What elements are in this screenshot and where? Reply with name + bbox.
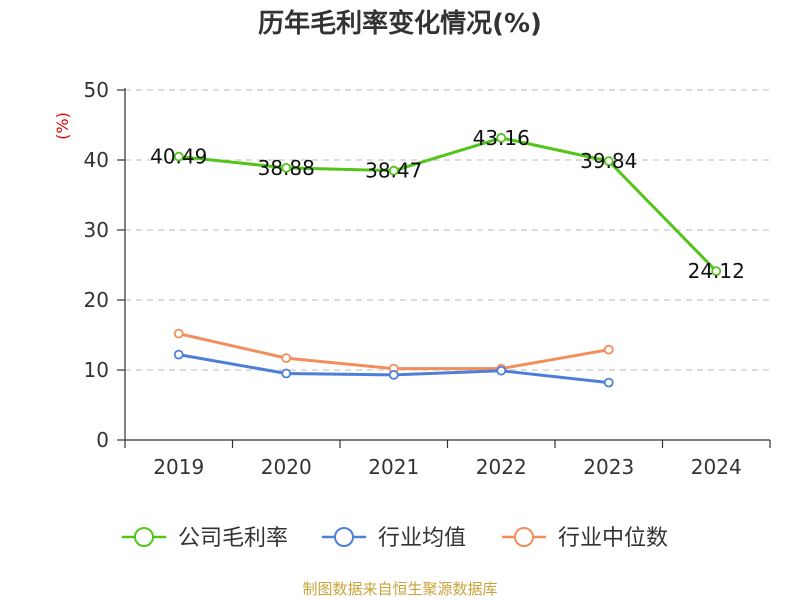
y-axis-unit: (%) <box>53 112 72 140</box>
axes: 0 10 20 30 40 50 2019 2020 2021 2022 2023 2024 <box>84 78 771 479</box>
legend-label-2: 行业中位数 <box>558 526 668 551</box>
chart-title: 历年毛利率变化情况(%) <box>258 8 542 39</box>
series-1 <box>173 349 614 388</box>
series-1-point-2020 <box>281 368 292 379</box>
legend-item-1: 行业均值 <box>322 526 466 551</box>
data-label-2021: 38.47 <box>365 159 422 183</box>
x-tick-label-2023: 2023 <box>583 455 634 479</box>
y-tick-label-50: 50 <box>84 78 109 102</box>
source-note: 制图数据来自恒生聚源数据库 <box>302 580 497 598</box>
legend-marker-1 <box>334 527 354 547</box>
series-1-point-2022 <box>496 365 507 376</box>
series-2-point-2023 <box>603 344 614 355</box>
legend-label-1: 行业均值 <box>378 526 466 551</box>
series-lines <box>173 132 722 388</box>
series-0-point-2023 <box>603 156 614 167</box>
series-0 <box>173 132 722 277</box>
legend-label-0: 公司毛利率 <box>178 526 288 551</box>
data-label-2023: 39.84 <box>580 149 637 173</box>
series-0-point-2022 <box>496 132 507 143</box>
series-0-point-2019 <box>173 151 184 162</box>
y-tick-label-10: 10 <box>84 358 109 382</box>
data-label-2024: 24.12 <box>688 259 745 283</box>
series-1-point-2023 <box>603 377 614 388</box>
legend-marker-2 <box>514 527 534 547</box>
data-label-2019: 40.49 <box>150 145 207 169</box>
data-labels: 40.49 38.88 38.47 43.16 39.84 24.12 <box>150 126 745 283</box>
legend-item-0: 公司毛利率 <box>122 526 288 551</box>
y-tick-label-30: 30 <box>84 218 109 242</box>
y-tick-label-40: 40 <box>84 148 109 172</box>
series-0-line <box>178 136 718 273</box>
x-tick-label-2020: 2020 <box>261 455 312 479</box>
series-0-point-2024 <box>711 266 722 277</box>
data-label-2022: 43.16 <box>473 126 530 150</box>
y-tick-label-0: 0 <box>96 428 109 452</box>
gridlines <box>125 89 770 371</box>
x-tick-label-2024: 2024 <box>691 455 742 479</box>
series-2-point-2019 <box>173 328 184 339</box>
series-1-point-2021 <box>388 369 399 380</box>
x-tick-label-2022: 2022 <box>476 455 527 479</box>
data-label-2020: 38.88 <box>258 156 315 180</box>
legend: 公司毛利率 行业均值 行业中位数 <box>122 526 668 551</box>
series-0-point-2020 <box>281 162 292 173</box>
legend-marker-0 <box>134 527 154 547</box>
x-tick-label-2019: 2019 <box>153 455 204 479</box>
series-1-point-2019 <box>173 349 184 360</box>
series-0-point-2021 <box>388 165 399 176</box>
x-tick-label-2021: 2021 <box>368 455 419 479</box>
y-tick-label-20: 20 <box>84 288 109 312</box>
legend-item-2: 行业中位数 <box>502 526 668 551</box>
series-2-point-2020 <box>281 353 292 364</box>
series-2-line <box>178 332 610 371</box>
